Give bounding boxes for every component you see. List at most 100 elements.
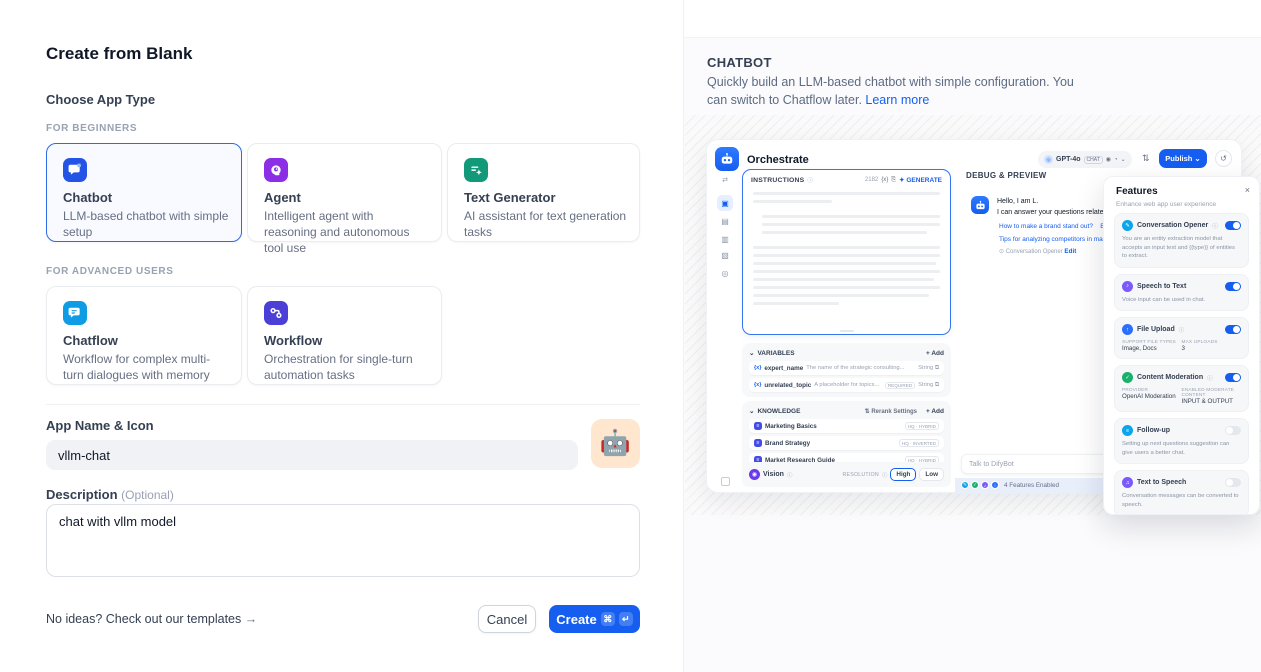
conversation-opener-icon: ✎ — [1122, 220, 1133, 231]
app-type-title: Chatflow — [63, 333, 118, 348]
chevron-down-icon: ⌄ — [749, 408, 755, 415]
generate-button: ✦ GENERATE — [899, 177, 942, 184]
model-mode-badge: CHAT — [1083, 155, 1103, 164]
robot-emoji-icon: 🤖 — [599, 429, 632, 457]
app-type-desc: LLM-based chatbot with simple setup — [63, 209, 229, 240]
sidebar-orchestrate-icon: ▣ — [717, 195, 733, 211]
preview-illustration: Orchestrate ◎ GPT-4o CHAT ◉ ◔ ⌄ ⇅ Publis… — [685, 115, 1261, 515]
shield-check-icon: ✓ — [1122, 372, 1133, 384]
page-title: Create from Blank — [46, 44, 193, 63]
publish-button: Publish ⌄ — [1159, 149, 1207, 168]
cmd-key-icon: ⌘ — [600, 612, 615, 626]
info-icon: ⓘ — [881, 472, 888, 479]
chevron-down-icon: ⌄ — [749, 350, 755, 357]
toggle — [1225, 325, 1241, 335]
moderation-mini-icon: ✓ — [971, 481, 979, 489]
close-icon: × — [1244, 185, 1250, 195]
rerank-settings-button: ⇅ Rerank Settings — [864, 408, 917, 415]
enabled-features-row: ✎ ✓ ♪ ↑ 4 Features Enabled — [961, 481, 1059, 489]
preview-title: Orchestrate — [747, 154, 809, 166]
learn-more-link[interactable]: Learn more — [865, 93, 930, 108]
dataset-icon: ≡ — [754, 456, 762, 464]
feature-card-file-upload: ↑ File Upload ⓘ SUPPORT FILE TYPES Image… — [1114, 317, 1249, 360]
feature-card-conversation-opener: ✎ Conversation Opener ⓘ You are an entit… — [1114, 213, 1249, 268]
for-beginners-label: FOR BEGINNERS — [46, 123, 138, 134]
speech-mini-icon: ♪ — [981, 481, 989, 489]
drag-handle — [839, 330, 854, 332]
model-selector: ◎ GPT-4o CHAT ◉ ◔ ⌄ — [1038, 151, 1132, 168]
app-type-card-chatflow[interactable]: Chatflow Workflow for complex multi-turn… — [46, 286, 242, 385]
sidebar-document-icon: ▥ — [721, 234, 729, 244]
cancel-button[interactable]: Cancel — [478, 605, 536, 633]
feature-card-follow-up: ≡ Follow-up Setting up next questions su… — [1114, 418, 1249, 465]
right-pane-top-strip — [684, 0, 1261, 38]
add-variable-button: + Add — [926, 349, 944, 357]
history-icon: ↺ — [1215, 150, 1232, 167]
app-type-card-chatbot[interactable]: Chatbot LLM-based chatbot with simple se… — [46, 143, 242, 242]
model-name: GPT-4o — [1056, 156, 1081, 163]
app-type-card-text-generator[interactable]: Text Generator AI assistant for text gen… — [447, 143, 640, 242]
info-icon: ⓘ — [1207, 375, 1213, 382]
upload-mini-icon: ↑ — [991, 481, 999, 489]
required-badge: REQUIRED — [884, 381, 916, 389]
description-label: Description (Optional) — [46, 487, 174, 502]
for-advanced-users-label: FOR ADVANCED USERS — [46, 266, 174, 277]
app-type-title: Text Generator — [464, 190, 556, 205]
app-type-heading: CHATBOT — [707, 55, 772, 70]
app-type-title: Agent — [264, 190, 301, 205]
model-params-icon: ⇅ — [1142, 153, 1150, 163]
chevron-down-icon: ⌄ — [1194, 154, 1201, 163]
variables-label: VARIABLES — [757, 349, 795, 357]
copy-icon: ⎘ — [891, 176, 897, 183]
sidebar-image-icon: ▤ — [721, 216, 729, 226]
app-type-title: Workflow — [264, 333, 323, 348]
toggle — [1225, 281, 1241, 291]
resolution-low-button: Low — [919, 468, 944, 481]
swap-icon: ⇄ — [722, 177, 728, 184]
text-generator-icon — [464, 158, 488, 182]
app-type-description: Quickly build an LLM-based chatbot with … — [707, 75, 1074, 108]
add-knowledge-button: + Add — [926, 407, 944, 415]
knowledge-label: KNOWLEDGE — [757, 407, 801, 415]
chatflow-icon — [63, 301, 87, 325]
vision-setting-row: ◉ Vision ⓘ RESOLUTION ⓘ High Low — [742, 462, 951, 487]
chatbot-icon — [63, 158, 87, 182]
feature-card-speech-to-text: ♪ Speech to Text Voice input can be used… — [1114, 273, 1249, 312]
info-icon: ⓘ — [807, 178, 813, 184]
dataset-icon: ≡ — [754, 439, 762, 447]
edit-link: Edit — [1064, 248, 1077, 255]
templates-link[interactable]: No ideas? Check out our templates → — [46, 612, 258, 626]
sidebar-bottom-icon — [721, 477, 730, 486]
app-type-title: Chatbot — [63, 190, 113, 205]
choose-app-type-label: Choose App Type — [46, 92, 156, 107]
app-icon-picker[interactable]: 🤖 — [591, 419, 640, 468]
sidebar-globe-icon: ◎ — [721, 268, 729, 278]
dataset-icon: ≡ — [754, 422, 762, 430]
vision-eye-icon: ◉ — [749, 469, 760, 480]
instructions-label: INSTRUCTIONS — [751, 176, 805, 184]
info-icon: ⓘ — [1212, 223, 1218, 230]
info-icon: ⓘ — [786, 472, 793, 479]
description-textarea[interactable]: chat with vllm model — [46, 504, 640, 577]
file-upload-icon: ↑ — [1122, 324, 1133, 336]
app-type-desc: Orchestration for single-turn automation… — [264, 352, 413, 383]
follow-up-icon: ≡ — [1122, 425, 1133, 437]
index-mode-badge: HQ · INVERTED — [898, 439, 939, 447]
char-count: 2182 — [864, 177, 879, 183]
app-name-input[interactable] — [46, 440, 578, 470]
suggested-question: Tips for analyzing competitors in market — [999, 236, 1114, 243]
feature-card-content-moderation: ✓ Content Moderation ⓘ PROVIDER OpenAI M… — [1114, 365, 1249, 413]
app-type-card-workflow[interactable]: Workflow Orchestration for single-turn a… — [247, 286, 442, 385]
app-type-card-agent[interactable]: Agent Intelligent agent with reasoning a… — [247, 143, 442, 255]
vision-mini-icon: ◔ — [1114, 156, 1118, 163]
agent-icon — [264, 158, 288, 182]
bot-avatar-icon — [971, 196, 989, 214]
create-button[interactable]: Create ⌘ ↵ — [549, 605, 640, 633]
debug-preview-heading: DEBUG & PREVIEW — [966, 171, 1047, 180]
enter-key-icon: ↵ — [618, 612, 633, 626]
feature-card-text-to-speech: ♫ Text to Speech Conversation messages c… — [1114, 470, 1249, 514]
variables-panel: ⌄ VARIABLES + Add {x} expert_name The na… — [742, 343, 951, 397]
app-type-desc: AI assistant for text generation tasks — [464, 209, 627, 240]
toggle — [1225, 478, 1241, 488]
